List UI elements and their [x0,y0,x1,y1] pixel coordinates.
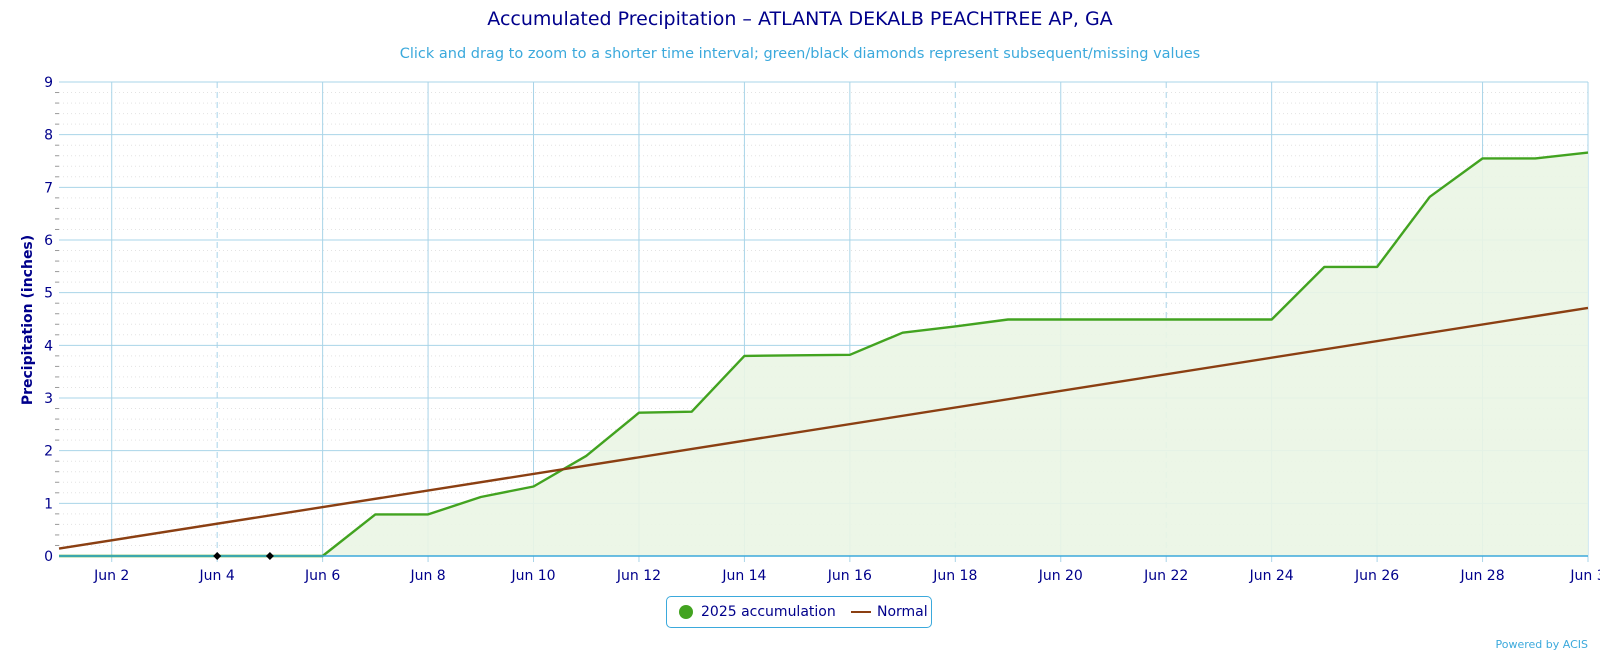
y-tick-label: 6 [44,233,53,249]
x-tick-label: Jun 20 [1038,568,1083,584]
legend-label-normal: Normal [877,604,928,620]
y-tick-label: 9 [44,75,53,91]
legend: 2025 accumulation Normal [666,596,932,628]
chart-title: Accumulated Precipitation – ATLANTA DEKA… [487,8,1113,30]
normal-line [58,306,1589,550]
y-axis-label: Precipitation (inches) [20,235,36,405]
y-tick-label: 8 [44,128,53,144]
x-tick-label: Jun 12 [616,568,661,584]
y-tick-label: 1 [44,496,53,512]
y-tick-label: 4 [44,338,53,354]
x-tick-label: Jun 28 [1459,568,1504,584]
missing-value-marker [265,552,274,560]
brown-line-icon [851,611,871,613]
legend-label-accumulation: 2025 accumulation [701,604,836,620]
x-tick-label: Jun 24 [1249,568,1294,584]
legend-item-normal[interactable]: Normal [851,597,928,627]
x-tick-label: Jun 6 [304,568,340,584]
credit-link[interactable]: Powered by ACIS [1495,638,1589,651]
y-tick-label: 5 [44,286,53,302]
missing-value-marker [213,552,222,560]
x-tick-label: Jun 16 [827,568,872,584]
accumulation-area [59,152,1588,556]
x-tick-label: Jun 18 [932,568,977,584]
y-tick-label: 0 [44,549,53,565]
x-tick-label: Jun 26 [1354,568,1399,584]
plot-area[interactable]: Precipitation (inches) 0 1 2 3 4 5 6 7 8 9 Jun 2 Ju… [0,0,1600,590]
chart-subtitle: Click and drag to zoom to a shorter time… [399,46,1201,62]
x-tick-label: Jun 3 [1569,568,1600,584]
x-tick-label: Jun 4 [199,568,235,584]
x-tick-label: Jun 22 [1143,568,1188,584]
x-tick-label: Jun 8 [409,568,445,584]
y-tick-label: 7 [44,180,53,196]
green-circle-icon [679,605,693,619]
x-tick-label: Jun 14 [721,568,766,584]
y-tick-label: 3 [44,391,53,407]
x-tick-label: Jun 2 [93,568,129,584]
legend-item-accumulation[interactable]: 2025 accumulation [679,597,836,627]
y-tick-label: 2 [44,444,53,460]
x-tick-label: Jun 10 [510,568,555,584]
